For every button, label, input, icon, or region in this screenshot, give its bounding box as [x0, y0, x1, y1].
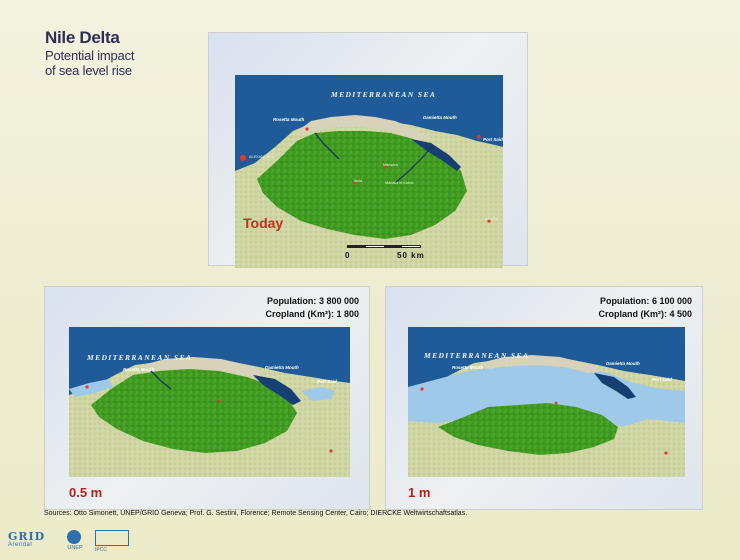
scenario-label-today: Today: [243, 215, 284, 231]
place-port-said: Port Said: [317, 379, 337, 384]
scenario-label-1m: 1 m: [408, 485, 431, 500]
scale-zero-label: 0: [345, 251, 350, 260]
map-panel-0-5m: Population: 3 800 000 Cropland (Km²): 1 …: [44, 286, 370, 510]
stats-0-5m: Population: 3 800 000 Cropland (Km²): 1 …: [265, 295, 359, 321]
map-0-5m: MEDITERRANEAN SEA Rosetta Mouth Damietta…: [69, 327, 350, 477]
population-row: Population: 6 100 000: [598, 295, 692, 308]
map-1m: MEDITERRANEAN SEA Rosetta Mouth Damietta…: [408, 327, 685, 477]
place-mansura: Mansura: [383, 163, 398, 167]
page-title: Nile Delta Potential impact of sea level…: [45, 28, 134, 78]
place-port-said: Port Said: [483, 137, 503, 142]
population-value: 3 800 000: [318, 296, 359, 306]
place-damietta: Damietta Mouth: [606, 361, 640, 366]
place-damietta: Damietta Mouth: [423, 115, 457, 120]
place-alexandria: ALEXANDRIA: [249, 155, 274, 159]
ipcc-logo-text: IPCC: [95, 547, 107, 553]
ipcc-logo: IPCC: [95, 530, 135, 553]
map-today: MEDITERRANEAN SEA Rosetta Mouth Damietta…: [235, 75, 503, 268]
sea-label: MEDITERRANEAN SEA: [424, 351, 530, 360]
sources-note: Sources: Otto Simonett, UNEP/GRID Geneva…: [44, 510, 468, 517]
place-rosetta: Rosetta Mouth: [273, 117, 305, 122]
scale-bar: 0 50 km: [345, 243, 427, 260]
place-port-said: Port Said: [652, 377, 672, 382]
place-damietta: Damietta Mouth: [265, 365, 299, 370]
grid-logo-text: GRID: [8, 530, 46, 543]
unep-logo-text: UNEP: [67, 545, 83, 551]
delta-map-0-5m: [69, 327, 350, 477]
sea-label: MEDITERRANEAN SEA: [331, 90, 437, 99]
delta-map-today: [235, 75, 503, 268]
cropland-label: Cropland (Km²):: [265, 309, 334, 319]
place-rosetta: Rosetta Mouth: [452, 365, 484, 370]
arendal-logo-text: Arendal: [8, 542, 33, 548]
scale-bar-graphic: [347, 245, 421, 248]
title-line-1: Nile Delta: [45, 28, 120, 47]
map-panel-1m: Population: 6 100 000 Cropland (Km²): 4 …: [385, 286, 703, 510]
cropland-row: Cropland (Km²): 1 800: [265, 308, 359, 321]
title-line-2: Potential impact: [45, 48, 135, 63]
place-ismailia: Ismailia: [485, 217, 498, 221]
population-row: Population: 3 800 000: [265, 295, 359, 308]
unep-logo: UNEP: [63, 530, 87, 551]
ipcc-emblem-icon: [95, 530, 129, 546]
place-mahalla: Mahalla el Kubra: [385, 181, 414, 185]
cropland-label: Cropland (Km²):: [598, 309, 667, 319]
stats-1m: Population: 6 100 000 Cropland (Km²): 4 …: [598, 295, 692, 321]
scale-fifty-label: 50 km: [397, 251, 425, 260]
title-line-3: of sea level rise: [45, 63, 132, 78]
map-panel-today: MEDITERRANEAN SEA Rosetta Mouth Damietta…: [208, 32, 528, 268]
place-rosetta: Rosetta Mouth: [123, 367, 155, 372]
unep-emblem-icon: [67, 530, 81, 544]
sea-label: MEDITERRANEAN SEA: [87, 353, 193, 362]
population-label: Population:: [599, 296, 650, 306]
cropland-value: 4 500: [669, 309, 692, 319]
grid-arendal-logo: GRID Arendal: [8, 530, 50, 548]
cropland-row: Cropland (Km²): 4 500: [598, 308, 692, 321]
population-value: 6 100 000: [651, 296, 692, 306]
delta-map-1m: [408, 327, 685, 477]
logo-strip: GRID Arendal UNEP IPCC: [8, 530, 148, 556]
scenario-label-0-5m: 0.5 m: [69, 485, 103, 500]
population-label: Population:: [266, 296, 317, 306]
cropland-value: 1 800: [336, 309, 359, 319]
place-tanta: Tanta: [353, 179, 363, 183]
